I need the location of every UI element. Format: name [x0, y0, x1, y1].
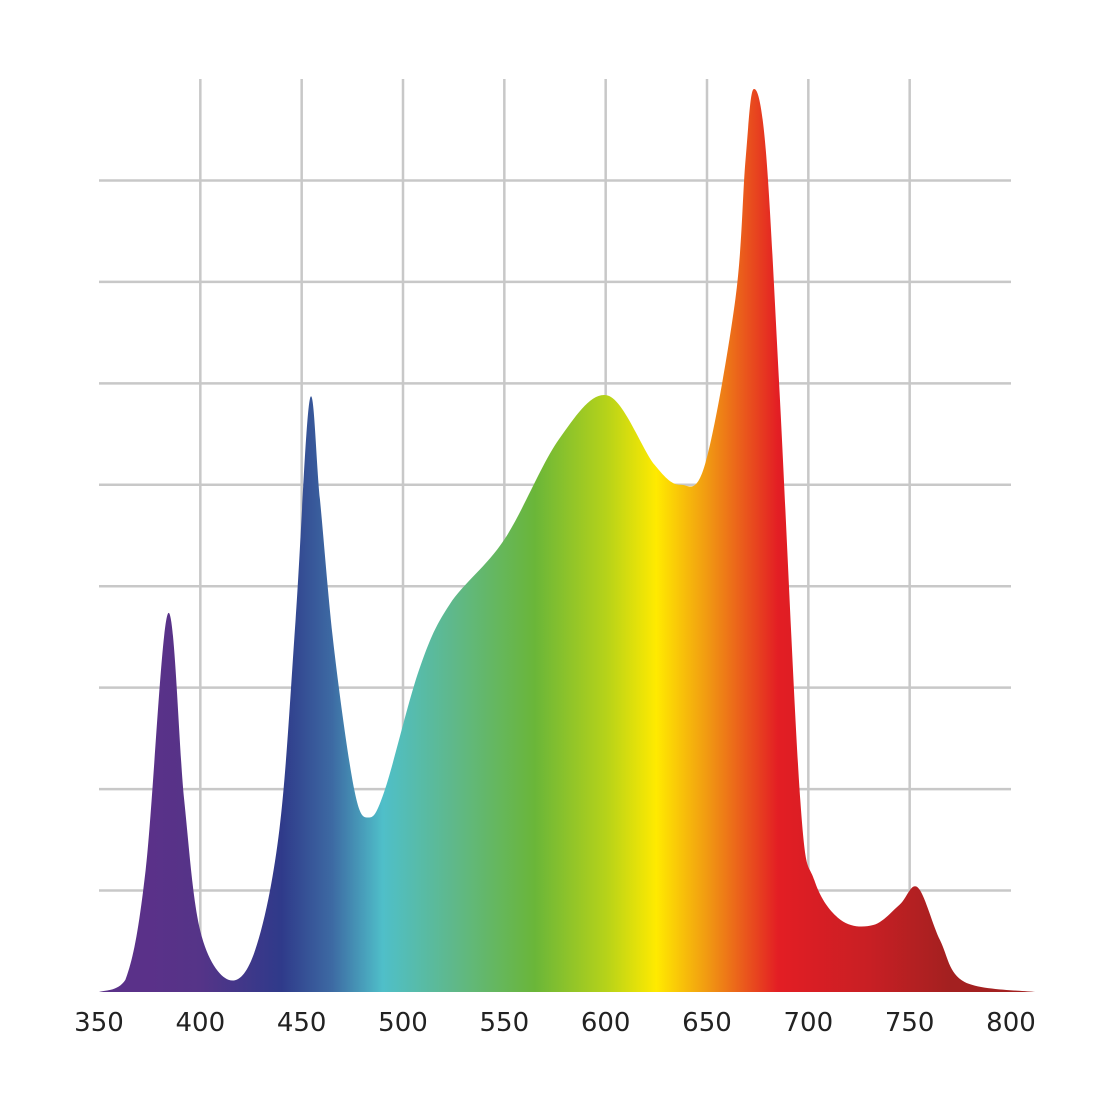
x-tick-label: 400	[176, 1008, 226, 1038]
x-tick-label: 350	[74, 1008, 124, 1038]
x-tick-label: 450	[277, 1008, 327, 1038]
x-tick-label: 700	[784, 1008, 834, 1038]
x-tick-label: 650	[682, 1008, 732, 1038]
x-tick-label: 800	[986, 1008, 1036, 1038]
x-tick-label: 550	[480, 1008, 530, 1038]
x-tick-label: 500	[378, 1008, 428, 1038]
x-tick-label: 750	[885, 1008, 935, 1038]
spectrum-area	[99, 88, 1036, 993]
x-tick-label: 600	[581, 1008, 631, 1038]
x-axis-ticks: 350 400 450 500 550 600 650 700 750 800	[74, 1008, 1036, 1038]
